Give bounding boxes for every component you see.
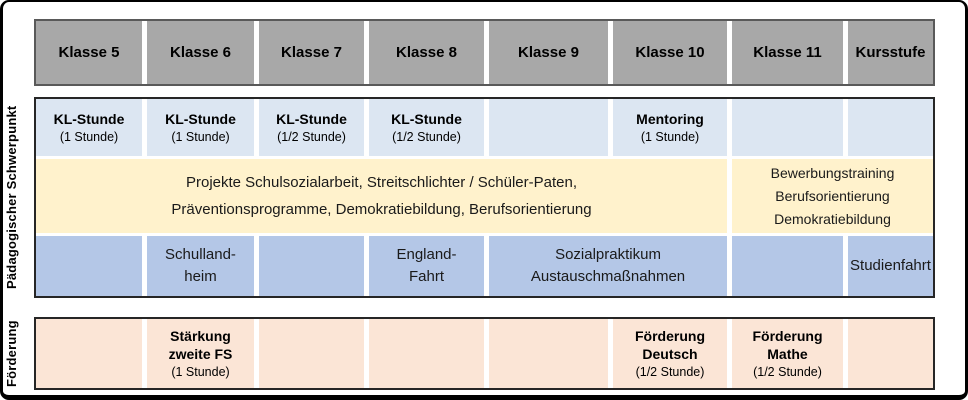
cell-subtitle: (1 Stunde) xyxy=(171,365,230,379)
empty-cell-klasse-7 xyxy=(259,236,364,296)
cell-subtitle: (1/2 Stunde) xyxy=(392,130,461,144)
projects-line-2: Präventionsprogramme, Demokratiebildung,… xyxy=(171,201,592,218)
column-header-klasse-8: Klasse 8 xyxy=(369,21,484,84)
projects-row: Projekte Schulsozialarbeit, Streitschlic… xyxy=(36,159,933,233)
cell-subtitle: (1 Stunde) xyxy=(59,130,119,144)
staerkung-zweite-fs-cell-klasse-6: Stärkung zweite FS (1 Stunde) xyxy=(147,319,254,388)
cell-title: KL-Stunde xyxy=(391,111,462,127)
empty-cell-klasse-5 xyxy=(36,319,142,388)
cell-line: Fahrt xyxy=(408,268,444,285)
cell-line: Sozialpraktikum xyxy=(555,246,661,263)
empty-cell-klasse-9 xyxy=(489,319,608,388)
kl-stunde-cell-klasse-8: KL-Stunde (1/2 Stunde) xyxy=(369,99,484,156)
empty-cell-klasse-8 xyxy=(369,319,484,388)
kl-stunde-cell-klasse-5: KL-Stunde (1 Stunde) xyxy=(36,99,142,156)
cell-subtitle: (1/2 Stunde) xyxy=(753,365,822,379)
trips-row: Schulland- heim England- Fahrt Sozialpra… xyxy=(36,236,933,296)
empty-cell-klasse-7 xyxy=(259,319,364,388)
row-group-label-paedagogischer-schwerpunkt: Pädagogischer Schwerpunkt xyxy=(4,105,19,290)
cell-title: KL-Stunde xyxy=(165,111,236,127)
column-header-klasse-6: Klasse 6 xyxy=(147,21,254,84)
column-header-klasse-9: Klasse 9 xyxy=(489,21,608,84)
empty-cell-kursstufe xyxy=(848,99,933,156)
empty-cell-klasse-9 xyxy=(489,99,608,156)
column-header-klasse-10: Klasse 10 xyxy=(613,21,727,84)
column-header-row: Klasse 5 Klasse 6 Klasse 7 Klasse 8 Klas… xyxy=(34,19,935,86)
cell-title: Stärkung xyxy=(170,328,231,344)
paedagogischer-schwerpunkt-block: KL-Stunde (1 Stunde) KL-Stunde (1 Stunde… xyxy=(34,97,935,298)
cell-subtitle: (1 Stunde) xyxy=(640,130,700,144)
cell-line: Schulland- xyxy=(165,246,236,263)
column-header-klasse-7: Klasse 7 xyxy=(259,21,364,84)
foerderung-deutsch-cell-klasse-10: Förderung Deutsch (1/2 Stunde) xyxy=(613,319,727,388)
empty-cell-klasse-11 xyxy=(732,236,843,296)
cell-title: KL-Stunde xyxy=(276,111,347,127)
row-group-label-foerderung: Förderung xyxy=(4,320,19,387)
kl-stunde-cell-klasse-7: KL-Stunde (1/2 Stunde) xyxy=(259,99,364,156)
cell-line: Studienfahrt xyxy=(850,257,931,274)
projects-main-cell: Projekte Schulsozialarbeit, Streitschlic… xyxy=(36,159,727,233)
cell-line: heim xyxy=(184,268,217,285)
cell-title: Mathe xyxy=(767,346,808,362)
schullandheim-cell-klasse-6: Schulland- heim xyxy=(147,236,254,296)
cell-subtitle: (1 Stunde) xyxy=(171,130,230,144)
foerderung-block: Stärkung zweite FS (1 Stunde) Förderung … xyxy=(34,317,935,390)
cell-title: Förderung xyxy=(752,328,823,344)
cell-title: Mentoring xyxy=(636,111,704,127)
kl-stunde-row: KL-Stunde (1 Stunde) KL-Stunde (1 Stunde… xyxy=(36,99,933,156)
upper-projects-line-3: Demokratiebildung xyxy=(774,210,891,227)
england-fahrt-cell-klasse-8: England- Fahrt xyxy=(369,236,484,296)
upper-grades-projects-cell: Bewerbungstraining Berufsorientierung De… xyxy=(732,159,933,233)
cell-subtitle: (1/2 Stunde) xyxy=(635,365,705,379)
cell-line: Austauschmaßnahmen xyxy=(530,268,686,285)
column-header-klasse-11: Klasse 11 xyxy=(732,21,843,84)
upper-projects-line-1: Bewerbungstraining xyxy=(770,164,895,181)
cell-line: England- xyxy=(396,246,457,263)
column-header-klasse-5: Klasse 5 xyxy=(36,21,142,84)
mentoring-cell-klasse-10: Mentoring (1 Stunde) xyxy=(613,99,727,156)
projects-line-1: Projekte Schulsozialarbeit, Streitschlic… xyxy=(185,174,577,191)
cell-subtitle: (1/2 Stunde) xyxy=(277,130,346,144)
empty-cell-kursstufe xyxy=(848,319,933,388)
column-header-kursstufe: Kursstufe xyxy=(848,21,933,84)
cell-title: KL-Stunde xyxy=(53,111,125,127)
upper-projects-line-2: Berufsorientierung xyxy=(775,187,890,204)
foerderung-mathe-cell-klasse-11: Förderung Mathe (1/2 Stunde) xyxy=(732,319,843,388)
cell-title: Förderung xyxy=(635,328,705,344)
studienfahrt-cell-kursstufe: Studienfahrt xyxy=(848,236,933,296)
foerderung-row: Stärkung zweite FS (1 Stunde) Förderung … xyxy=(36,319,933,388)
empty-cell-klasse-5 xyxy=(36,236,142,296)
empty-cell-klasse-11 xyxy=(732,99,843,156)
kl-stunde-cell-klasse-6: KL-Stunde (1 Stunde) xyxy=(147,99,254,156)
sozialpraktikum-cell-klasse-9-10: Sozialpraktikum Austauschmaßnahmen xyxy=(489,236,727,296)
cell-title: zweite FS xyxy=(168,346,233,362)
cell-title: Deutsch xyxy=(642,346,698,362)
